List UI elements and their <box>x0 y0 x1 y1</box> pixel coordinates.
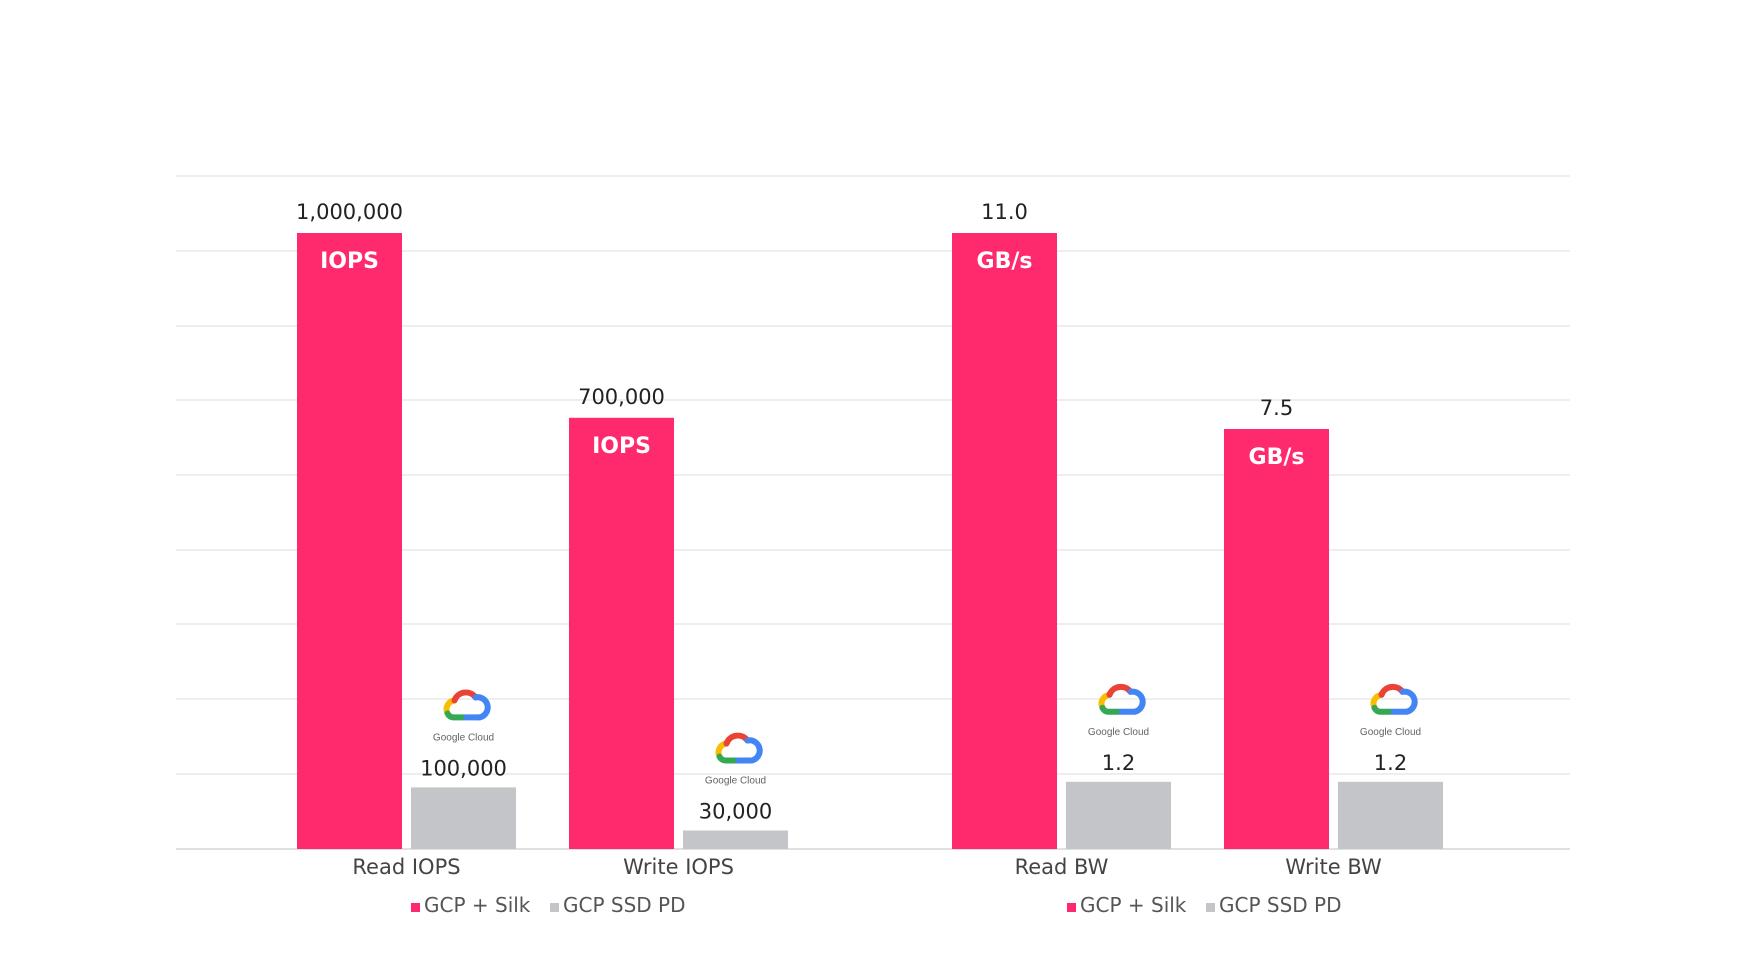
data-label: 700,000 <box>578 385 665 409</box>
legend-swatch-gcp-silk <box>411 903 420 912</box>
data-label: 30,000 <box>699 800 772 824</box>
legend-swatch-gcp-ssd-pd <box>1206 903 1215 912</box>
legend-swatch-gcp-silk <box>1067 903 1076 912</box>
data-label: 11.0 <box>981 200 1028 224</box>
gridlines <box>176 175 1570 850</box>
legend-item-gcp-ssd-pd: GCP SSD PD <box>1219 893 1342 917</box>
bar-unit-label: IOPS <box>320 249 379 274</box>
google-cloud-icon: Google Cloud <box>705 732 766 787</box>
category-label: Read IOPS <box>352 855 460 879</box>
google-cloud-label: Google Cloud <box>1088 727 1149 738</box>
bar-gcp-ssd-pd <box>683 830 788 849</box>
category-label: Write BW <box>1285 855 1382 879</box>
bar-unit-label: IOPS <box>592 434 651 459</box>
legend-item-gcp-ssd-pd: GCP SSD PD <box>563 893 686 917</box>
legend: GCP + Silk GCP SSD PD <box>1067 893 1342 917</box>
bar-gcp-ssd-pd <box>1066 781 1171 849</box>
data-label: 1.2 <box>1374 751 1407 775</box>
google-cloud-label: Google Cloud <box>1360 727 1421 738</box>
bar-gcp-ssd-pd <box>1338 781 1443 849</box>
google-cloud-icon: Google Cloud <box>1088 683 1149 738</box>
bar-gcp-silk <box>297 233 402 849</box>
data-label: 100,000 <box>420 756 507 780</box>
data-label: 1.2 <box>1102 751 1135 775</box>
category-label: Write IOPS <box>623 855 734 879</box>
bar-gcp-ssd-pd <box>411 787 516 849</box>
google-cloud-label: Google Cloud <box>433 732 494 743</box>
legend-swatch-gcp-ssd-pd <box>550 903 559 912</box>
legend-item-gcp-silk: GCP + Silk <box>424 893 531 917</box>
bar-unit-label: GB/s <box>977 249 1033 274</box>
google-cloud-icon: Google Cloud <box>433 689 494 743</box>
legend-item-gcp-silk: GCP + Silk <box>1080 893 1187 917</box>
google-cloud-label: Google Cloud <box>705 776 766 787</box>
data-label: 7.5 <box>1260 396 1293 420</box>
bars <box>297 233 1443 849</box>
data-label: 1,000,000 <box>296 200 403 224</box>
bar-gcp-silk <box>1224 429 1329 849</box>
google-cloud-icon: Google Cloud <box>1360 683 1421 738</box>
bar-unit-label: GB/s <box>1249 445 1305 470</box>
legend: GCP + Silk GCP SSD PD <box>411 893 686 917</box>
legends: GCP + Silk GCP SSD PD GCP + Silk GCP SSD PD <box>411 893 1342 917</box>
category-label: Read BW <box>1015 855 1109 879</box>
bar-gcp-silk <box>952 233 1057 849</box>
bar-gcp-silk <box>569 417 674 849</box>
labels: 1,000,000 IOPS 100,000 Google Cloud Read IOP… <box>296 200 1421 879</box>
